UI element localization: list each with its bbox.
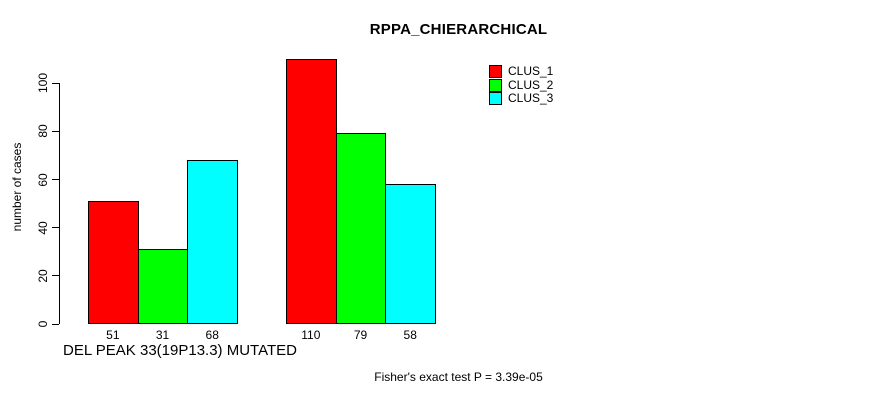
y-tick-mark	[52, 227, 59, 229]
bar-value-label: 79	[353, 327, 368, 342]
legend-label: CLUS_3	[508, 90, 554, 105]
bar-value-label: 58	[403, 327, 417, 342]
bar-value-label: 68	[205, 327, 219, 342]
y-tick-mark	[52, 82, 59, 84]
bar-clus_2-group-1	[137, 248, 189, 325]
bar-clus_3-group-1	[187, 159, 239, 325]
y-tick-mark	[52, 179, 59, 181]
y-tick-label: 0	[36, 320, 50, 328]
y-tick-mark	[52, 275, 59, 277]
fisher-test-annotation: Fisher's exact test P = 3.39e-05	[374, 370, 543, 384]
legend-swatch	[489, 78, 502, 92]
y-tick-label: 20	[36, 269, 50, 283]
y-axis-line	[59, 82, 60, 325]
bar-clus_3-group-2	[385, 183, 437, 325]
bar-value-label: 31	[155, 327, 170, 342]
legend-swatch	[489, 65, 502, 79]
y-tick-label: 60	[36, 172, 50, 187]
legend-item-clus_1: CLUS_1	[489, 64, 554, 79]
legend-item-clus_3: CLUS_3	[489, 90, 554, 105]
bar-clus_2-group-2	[335, 133, 387, 325]
x-axis-label: DEL PEAK 33(19P13.3) MUTATED	[63, 342, 297, 359]
legend-label: CLUS_2	[508, 77, 554, 92]
legend: CLUS_1 CLUS_2 CLUS_3	[489, 65, 553, 105]
legend-item-clus_2: CLUS_2	[489, 77, 554, 92]
legend-swatch	[489, 91, 502, 105]
y-tick-label: 100	[36, 73, 50, 94]
y-tick-mark	[52, 130, 59, 132]
bar-clus_1-group-1	[88, 200, 139, 325]
legend-label: CLUS_1	[508, 64, 554, 79]
y-tick-mark	[52, 323, 59, 325]
chart-title: RPPA_CHIERARCHICAL	[369, 21, 548, 38]
y-tick-label: 80	[36, 124, 50, 139]
bar-value-label: 110	[301, 327, 321, 342]
y-tick-label: 40	[36, 220, 50, 235]
bar-value-label: 51	[106, 327, 120, 342]
bar-clus_1-group-2	[286, 58, 337, 325]
